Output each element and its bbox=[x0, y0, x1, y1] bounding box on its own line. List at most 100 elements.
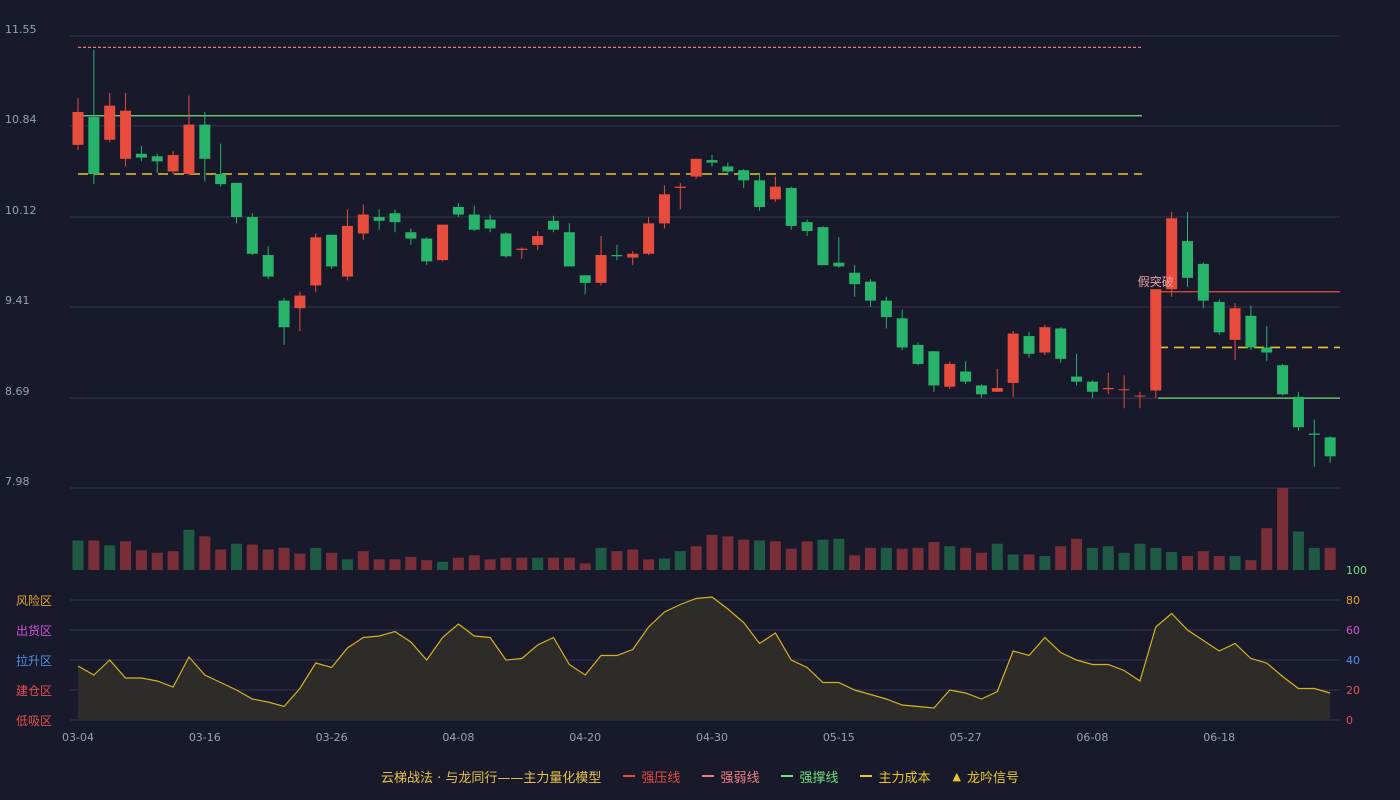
candle-body bbox=[104, 105, 116, 140]
volume-bar bbox=[215, 549, 227, 570]
candle-body bbox=[357, 214, 369, 234]
oscillator-area bbox=[78, 597, 1331, 720]
x-tick-label: 04-20 bbox=[569, 731, 601, 744]
x-tick-label: 05-15 bbox=[823, 731, 855, 744]
volume-bar bbox=[643, 559, 655, 570]
zone-label: 风险区 bbox=[16, 593, 52, 608]
x-tick-label: 06-08 bbox=[1076, 731, 1108, 744]
legend-item-strong-resist[interactable]: 强压线 bbox=[623, 767, 680, 786]
volume-bar bbox=[1197, 551, 1209, 570]
line-swatch-icon bbox=[781, 775, 794, 777]
volume-bar bbox=[833, 538, 845, 570]
volume-bar bbox=[199, 536, 211, 570]
volume-bar bbox=[532, 557, 544, 570]
candle-body bbox=[167, 155, 179, 172]
volume-bar bbox=[341, 559, 353, 570]
candle-body bbox=[183, 124, 195, 175]
candle-body bbox=[500, 233, 512, 257]
volume-bar bbox=[1055, 546, 1067, 570]
candle-body bbox=[88, 117, 100, 175]
candle-body bbox=[1197, 263, 1209, 301]
x-tick-label: 03-04 bbox=[62, 731, 94, 744]
candle-body bbox=[1261, 347, 1273, 353]
candle-body bbox=[135, 153, 147, 158]
volume-bar bbox=[1261, 528, 1273, 570]
candle-body bbox=[341, 225, 353, 277]
dashed-swatch-icon bbox=[702, 775, 715, 777]
legend-label: 强压线 bbox=[641, 770, 681, 786]
legend-label: 主力成本 bbox=[878, 770, 931, 786]
volume-bar bbox=[167, 551, 179, 570]
volume-bar bbox=[944, 546, 956, 570]
candle-body bbox=[690, 158, 702, 177]
candle-body bbox=[294, 295, 306, 309]
zone-label: 拉升区 bbox=[16, 653, 52, 668]
osc-tick-label: 100 bbox=[1346, 564, 1367, 577]
candle-body bbox=[769, 186, 781, 200]
volume-bar bbox=[88, 540, 100, 570]
candle-body bbox=[437, 224, 449, 261]
volume-bar bbox=[1182, 556, 1193, 570]
volume-bar bbox=[960, 547, 972, 570]
candle-body bbox=[944, 363, 956, 387]
volume-bar bbox=[500, 557, 512, 570]
candle-body bbox=[706, 160, 718, 163]
candle-body bbox=[722, 166, 734, 172]
volume-bar bbox=[246, 544, 258, 570]
y-tick-label: 7.98 bbox=[5, 475, 30, 488]
candle-body bbox=[1166, 218, 1178, 290]
candle-body bbox=[215, 174, 227, 185]
volume-bar bbox=[104, 545, 116, 570]
candle-body bbox=[452, 206, 464, 215]
volume-bar bbox=[690, 546, 702, 570]
volume-bar bbox=[706, 534, 718, 570]
volume-bar bbox=[1277, 488, 1289, 570]
y-tick-label: 11.55 bbox=[5, 23, 37, 36]
candle-body bbox=[785, 187, 797, 226]
volume-bar bbox=[658, 558, 670, 570]
volume-bar bbox=[357, 551, 369, 570]
x-tick-label: 03-16 bbox=[189, 731, 221, 744]
candle-body bbox=[912, 344, 924, 364]
legend-label: 龙吟信号 bbox=[966, 770, 1019, 786]
volume-bar bbox=[231, 543, 242, 570]
volume-bar bbox=[1166, 551, 1178, 570]
volume-bar bbox=[611, 551, 623, 570]
volume-bar bbox=[1118, 552, 1130, 570]
osc-tick-label: 60 bbox=[1346, 624, 1360, 637]
volume-bar bbox=[595, 547, 607, 570]
candle-body bbox=[231, 182, 242, 218]
x-tick-label: 04-30 bbox=[696, 731, 728, 744]
volume-bar bbox=[373, 559, 385, 570]
candle-body bbox=[975, 385, 987, 395]
volume-bar bbox=[738, 539, 750, 570]
volume-bar bbox=[1229, 556, 1241, 570]
candle-body bbox=[326, 234, 338, 267]
volume-bar bbox=[452, 557, 464, 570]
y-tick-label: 10.12 bbox=[5, 204, 37, 217]
volume-bar bbox=[516, 557, 528, 570]
volume-bar bbox=[849, 555, 861, 570]
oscillator-line bbox=[77, 596, 1331, 709]
volume-bar bbox=[627, 549, 639, 570]
volume-bar bbox=[896, 548, 908, 570]
legend-item-signal[interactable]: ▲ 龙吟信号 bbox=[952, 767, 1018, 786]
candle-body bbox=[1213, 301, 1225, 333]
legend-item-strong-support[interactable]: 强撑线 bbox=[781, 767, 838, 786]
volume-bar bbox=[135, 550, 147, 570]
candle-body bbox=[516, 248, 528, 250]
candle-body bbox=[1308, 433, 1320, 435]
legend-item-strong-weak[interactable]: 强弱线 bbox=[702, 767, 759, 786]
candle-body bbox=[1324, 437, 1336, 457]
candle-body bbox=[658, 194, 670, 224]
y-tick-label: 8.69 bbox=[5, 385, 30, 398]
candle-body bbox=[72, 111, 84, 145]
volume-bar bbox=[421, 560, 433, 570]
candle-body bbox=[674, 186, 686, 188]
volume-bar bbox=[310, 547, 322, 570]
volume-bar bbox=[1007, 554, 1019, 570]
volume-bar bbox=[991, 543, 1003, 570]
volume-bar bbox=[1213, 556, 1225, 570]
candle-body bbox=[928, 351, 940, 386]
legend-item-main-cost[interactable]: 主力成本 bbox=[860, 767, 930, 786]
